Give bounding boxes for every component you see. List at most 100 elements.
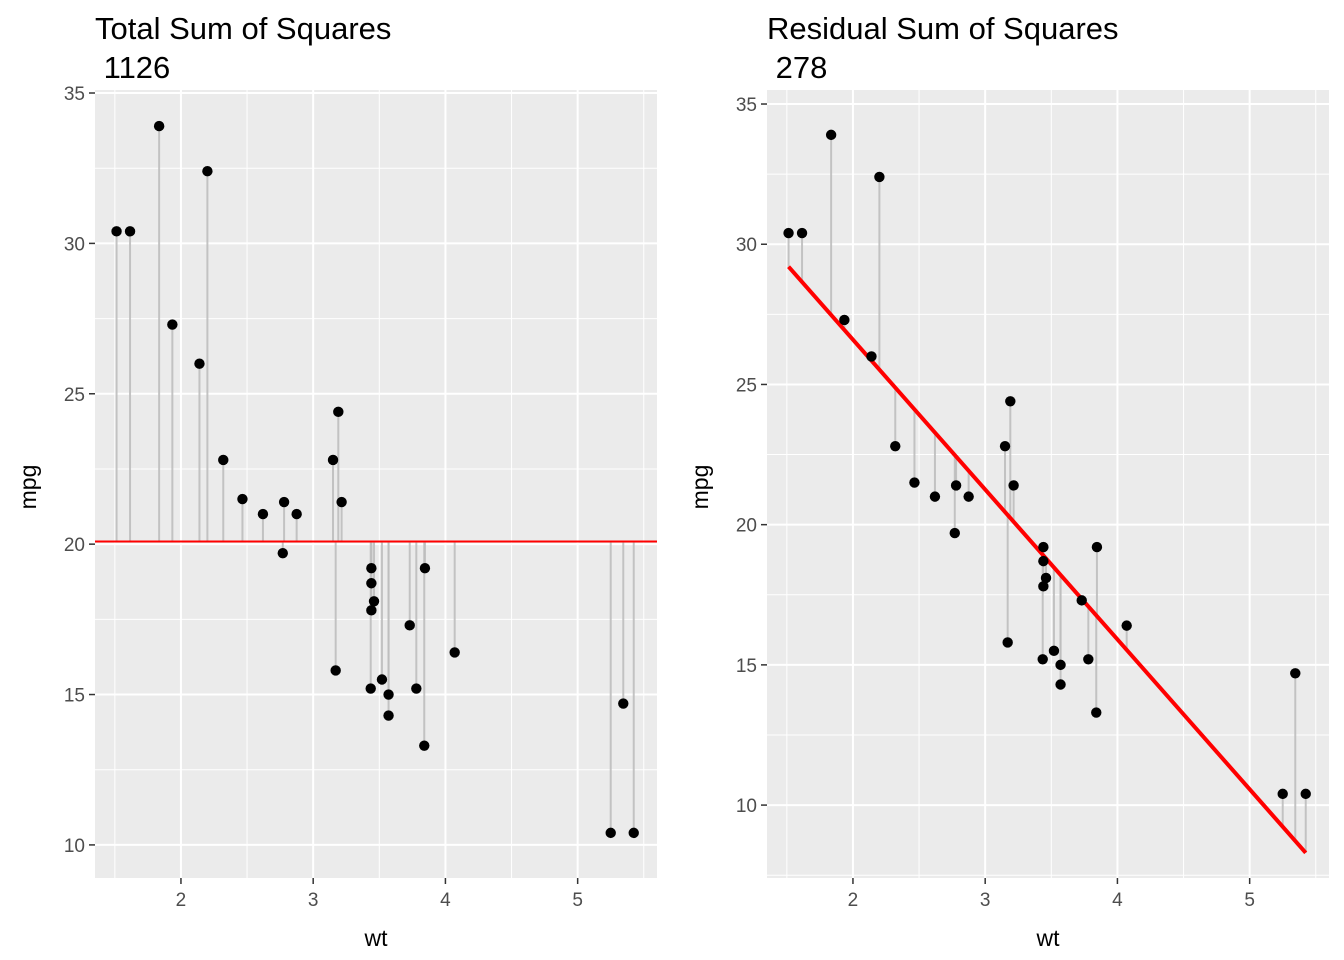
- data-point: [336, 496, 347, 508]
- data-point: [376, 674, 388, 685]
- data-point: [124, 226, 136, 237]
- y-tick-label: 20: [64, 535, 85, 556]
- y-tick-label: 30: [736, 235, 757, 256]
- data-point: [419, 563, 431, 574]
- panel-title: Total Sum of Squares: [95, 11, 391, 46]
- data-point: [963, 491, 974, 502]
- data-point: [1037, 654, 1048, 665]
- y-tick-label: 30: [64, 234, 85, 255]
- data-point: [890, 440, 901, 452]
- plot-background: [95, 90, 657, 878]
- plot-area: 2 3 4 5 10 15 20 25 30 35: [736, 90, 1329, 911]
- panel-subtitle-value: 278: [776, 50, 828, 85]
- panel-residual-sum-of-squares: Residual Sum of Squares 278 2 3 4 5 10 15 20 25…: [687, 11, 1329, 951]
- data-point: [167, 319, 178, 330]
- y-tick-label: 25: [736, 375, 757, 396]
- y-tick-label: 15: [736, 656, 757, 677]
- x-axis-label: wt: [1036, 925, 1061, 951]
- data-point: [237, 493, 248, 505]
- data-point: [1038, 555, 1049, 567]
- data-point: [366, 605, 377, 616]
- y-axis-label: mpg: [687, 465, 713, 510]
- y-axis-label: mpg: [15, 465, 41, 510]
- data-point: [404, 620, 415, 631]
- data-point: [929, 491, 941, 502]
- data-point: [1121, 620, 1132, 631]
- y-tick-label: 35: [736, 95, 757, 116]
- data-point: [866, 351, 877, 362]
- x-tick-label: 2: [848, 890, 859, 911]
- data-point: [1277, 788, 1288, 800]
- data-point: [1038, 581, 1049, 592]
- data-point: [327, 454, 339, 466]
- data-point: [383, 710, 394, 721]
- x-tick-label: 3: [308, 890, 319, 911]
- data-point: [411, 683, 422, 694]
- data-point: [153, 120, 165, 132]
- data-point: [1055, 679, 1066, 690]
- data-point: [449, 647, 460, 658]
- data-point: [874, 171, 885, 183]
- data-point: [909, 477, 920, 488]
- data-point: [1048, 645, 1060, 657]
- data-point: [628, 827, 639, 839]
- x-tick-label: 4: [1112, 890, 1123, 911]
- data-point: [365, 683, 376, 694]
- data-point: [999, 440, 1011, 452]
- data-point: [383, 689, 394, 700]
- y-tick-label: 25: [64, 385, 85, 406]
- data-point: [419, 740, 430, 751]
- data-point: [330, 665, 341, 676]
- data-point: [783, 227, 794, 239]
- data-point: [618, 698, 629, 709]
- plot-background: [767, 90, 1329, 878]
- data-point: [1083, 654, 1094, 665]
- data-point: [1008, 480, 1019, 491]
- data-point: [257, 508, 269, 520]
- data-point: [111, 226, 122, 237]
- data-point: [605, 827, 616, 839]
- data-point: [839, 314, 850, 326]
- panel-subtitle: 278: [767, 50, 827, 85]
- plot-area: 2 3 4 5 10 15 20 25 30 35: [64, 84, 657, 911]
- data-point: [202, 166, 213, 177]
- x-tick-label: 2: [176, 890, 187, 911]
- data-point: [1002, 637, 1013, 648]
- data-point: [218, 454, 229, 466]
- data-point: [291, 508, 302, 520]
- data-point: [1290, 668, 1301, 679]
- x-tick-label: 4: [440, 890, 451, 911]
- data-point: [1005, 396, 1016, 407]
- panel-subtitle-value: 1126: [104, 50, 171, 85]
- panel-total-sum-of-squares: Total Sum of Squares 1126 2 3 4 5 10 15 20 25 30…: [15, 11, 657, 951]
- x-tick-label: 5: [572, 890, 583, 911]
- data-point: [366, 563, 377, 574]
- y-tick-label: 35: [64, 84, 85, 105]
- data-point: [1038, 541, 1049, 553]
- data-point: [278, 496, 290, 508]
- data-point: [950, 480, 962, 491]
- data-point: [1040, 572, 1052, 584]
- y-tick-label: 20: [736, 516, 757, 537]
- y-tick-label: 15: [64, 686, 85, 707]
- data-point: [366, 578, 377, 589]
- data-point: [825, 129, 837, 141]
- data-point: [368, 596, 380, 607]
- data-point: [333, 406, 344, 418]
- data-point: [1091, 707, 1102, 718]
- data-point: [1076, 595, 1087, 606]
- x-tick-label: 5: [1244, 890, 1255, 911]
- data-point: [1055, 659, 1066, 671]
- x-tick-label: 3: [980, 890, 991, 911]
- data-point: [194, 358, 205, 369]
- data-point: [949, 527, 960, 539]
- data-point: [1300, 788, 1311, 800]
- data-point: [1091, 541, 1103, 553]
- data-point: [277, 547, 288, 559]
- data-point: [796, 227, 808, 239]
- panel-subtitle: 1126: [95, 50, 170, 85]
- y-tick-label: 10: [64, 836, 85, 857]
- panel-title: Residual Sum of Squares: [767, 11, 1119, 46]
